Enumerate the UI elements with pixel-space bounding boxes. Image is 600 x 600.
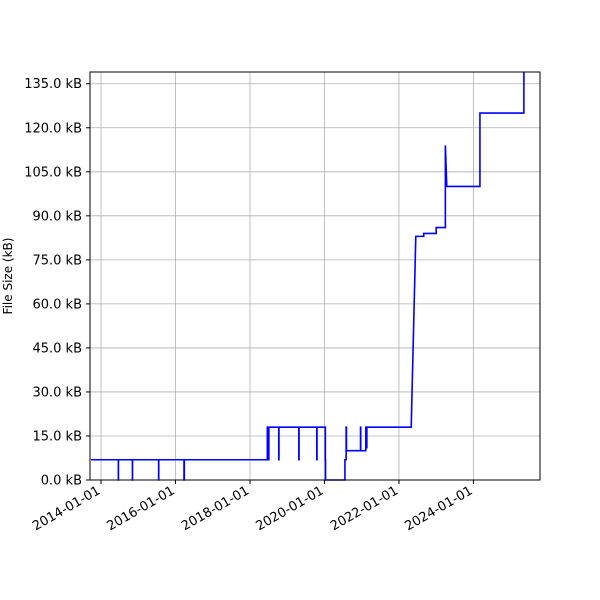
y-tick-label: 15.0 kB <box>32 429 82 444</box>
plot-area-frame <box>89 71 541 481</box>
gridlines <box>90 72 540 481</box>
y-axis-ticks: 0.0 kB 15.0 kB 30.0 kB 45.0 kB 60.0 kB 75.0 k… <box>24 77 90 489</box>
x-tick-label: 2016-01-01 <box>105 483 178 534</box>
x-tick-label: 2020-01-01 <box>253 483 326 534</box>
x-tick-label: 2024-01-01 <box>402 483 475 534</box>
x-axis-ticks: 2014-01-01 2016-01-01 2018-01-01 2020-01-01… <box>30 480 475 534</box>
x-tick-label: 2022-01-01 <box>328 483 401 534</box>
y-tick-label: 0.0 kB <box>41 474 82 489</box>
y-tick-label: 75.0 kB <box>32 253 82 268</box>
x-tick-label: 2014-01-01 <box>30 483 103 534</box>
file-size-series-line <box>91 72 525 481</box>
series-lines <box>91 72 525 481</box>
y-tick-label: 90.0 kB <box>32 209 82 224</box>
y-tick-label: 120.0 kB <box>24 121 82 136</box>
y-axis-label: File Size (kB) <box>1 238 15 315</box>
x-tick-label: 2018-01-01 <box>179 483 252 534</box>
y-tick-label: 60.0 kB <box>32 297 82 312</box>
y-tick-label: 135.0 kB <box>24 77 82 92</box>
y-tick-label: 30.0 kB <box>32 385 82 400</box>
y-tick-label: 45.0 kB <box>32 341 82 356</box>
y-tick-label: 105.0 kB <box>24 165 82 180</box>
